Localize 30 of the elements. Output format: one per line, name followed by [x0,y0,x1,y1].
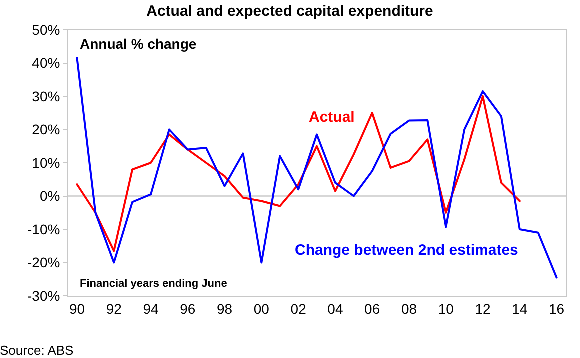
x-tick-label: 08 [401,300,418,317]
y-tick-label: 10% [32,154,60,171]
y-tick-label: 30% [32,88,60,104]
x-tick-label: 04 [328,300,344,317]
x-tick-label: 96 [180,300,196,317]
series-label: Change between 2nd estimates [295,242,518,259]
chart-title: Actual and expected capital expenditure [146,2,434,20]
annotation: Annual % change [80,36,197,52]
y-tick-label: -10% [28,221,60,238]
y-tick-label: 20% [32,122,60,138]
x-tick-label: 10 [438,300,454,317]
x-tick-label: 02 [290,300,307,317]
y-tick-label: 0% [40,188,60,204]
series-label: Actual [309,109,355,126]
line-series [76,57,558,279]
y-tick-label: 40% [32,55,60,72]
x-tick-label: 00 [254,300,270,317]
y-tick-label: -20% [28,254,60,271]
x-tick-label: 14 [512,300,528,317]
y-tick-label: 50% [32,22,60,38]
annotation: Financial years ending June [80,278,228,290]
source-note: Source: ABS [0,343,74,358]
x-tick-label: 94 [143,300,159,317]
x-tick-label: 98 [216,300,233,317]
x-tick-label: 12 [475,300,491,317]
x-tick-label: 90 [69,300,86,317]
x-tick-label: 92 [106,300,122,317]
x-tick-label: 06 [364,300,380,317]
y-tick-label: -30% [28,288,60,304]
x-tick-label: 16 [548,300,565,317]
